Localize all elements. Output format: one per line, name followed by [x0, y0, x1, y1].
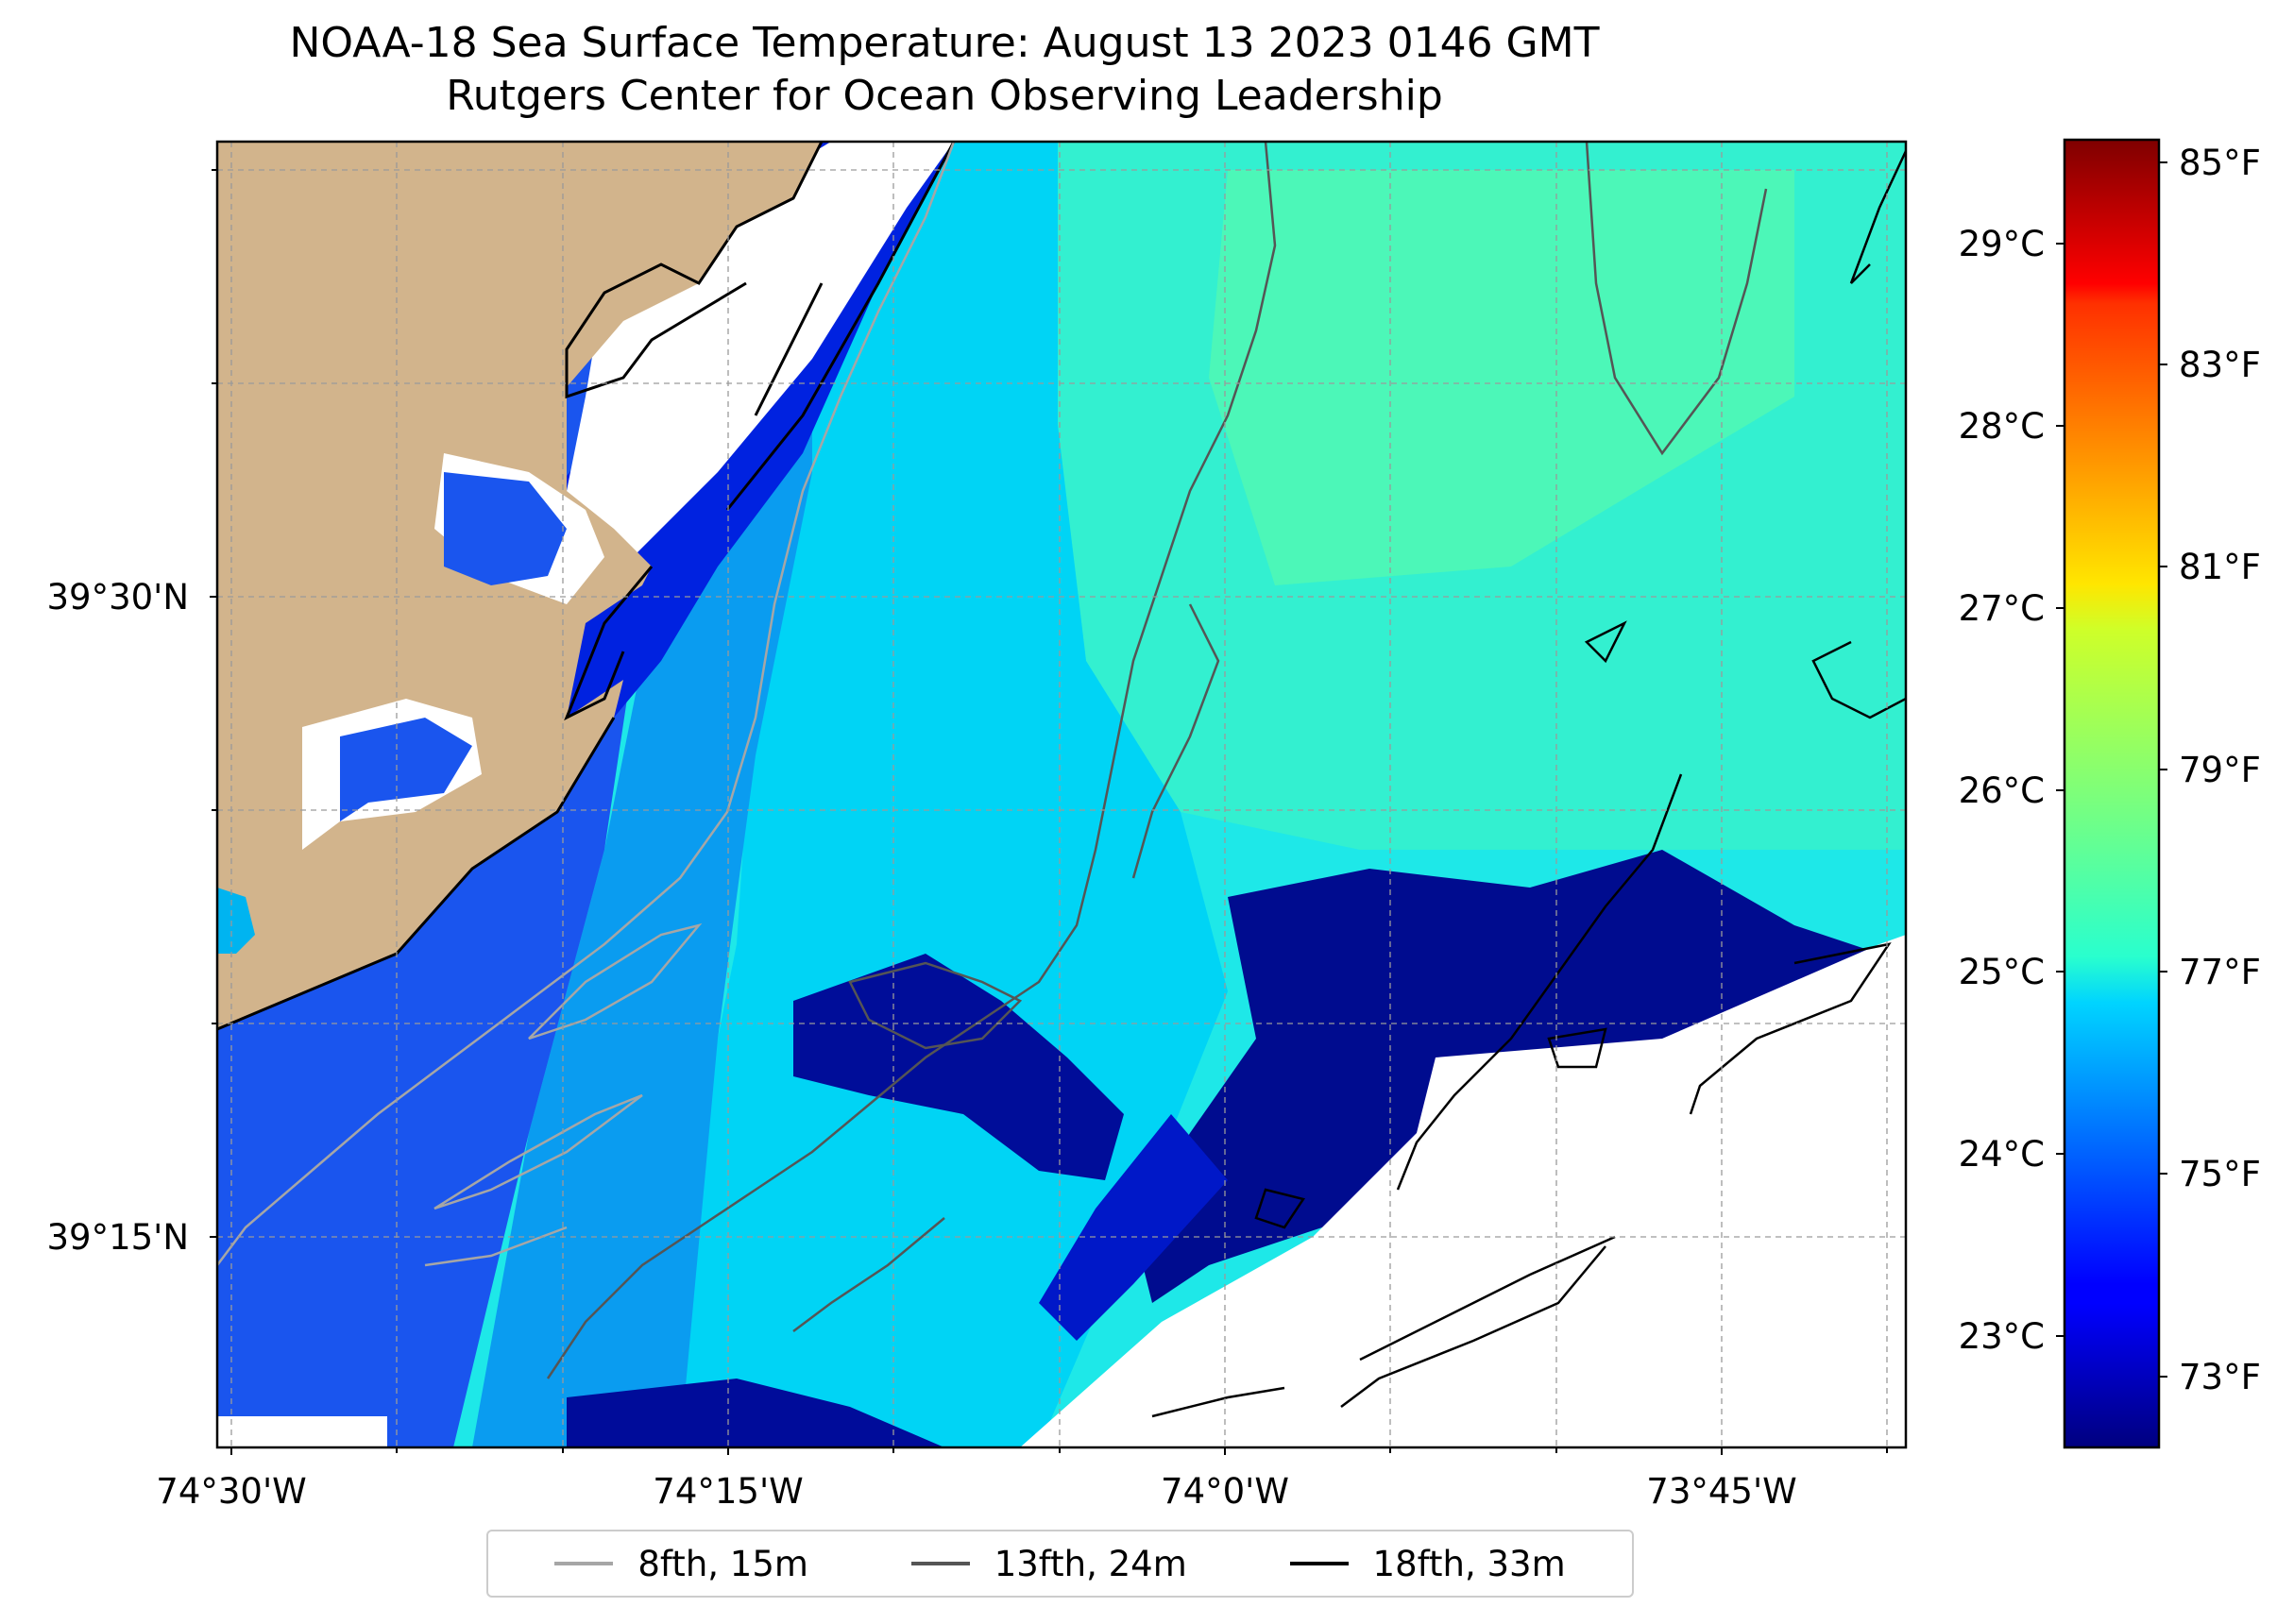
legend-swatch-13fth [910, 1562, 970, 1565]
isobath-18fth-se [1689, 942, 1892, 1115]
colorbar-f-label-79: 79°F [2179, 750, 2261, 790]
no-data-south-corner [217, 1416, 387, 1447]
chart-subtitle: Rutgers Center for Ocean Observing Leade… [446, 72, 1443, 120]
isobath-13fth-ridge [1131, 603, 1220, 879]
isobath-18fth-ne [1849, 150, 1906, 284]
colorbar-c-label-29: 29°C [1959, 224, 2045, 264]
isobath-13fth-shoal [848, 961, 1023, 1050]
colorbar-c-ticks [2056, 243, 2065, 1337]
colorbar-c-label-23: 23°C [1959, 1316, 2045, 1357]
colorbar-c-label-26: 26°C [1959, 770, 2045, 811]
isobath-18fth-knoll-1 [1584, 620, 1627, 664]
isobath-18fth-south-2 [1359, 1235, 1616, 1362]
legend-item-8fth: 8fth, 15m [554, 1544, 808, 1584]
ocean-navy-south [567, 1379, 944, 1447]
bay-sst-2 [340, 718, 472, 821]
colorbar-f-ticks [2159, 161, 2167, 1378]
barrier-island-line [725, 142, 956, 511]
colorbar-c-label-25: 25°C [1959, 952, 2045, 992]
isobath-13fth-south [792, 1217, 945, 1332]
colorbar [2063, 138, 2161, 1449]
legend-swatch-18fth [1289, 1562, 1349, 1565]
isobath-18fth [1396, 773, 1683, 1191]
chart-title: NOAA-18 Sea Surface Temperature: August … [289, 19, 1600, 67]
colorbar-f-label-75: 75°F [2179, 1154, 2261, 1194]
isobath-13fth-offshore [1585, 142, 1768, 456]
lat-label-1: 39°30'N [46, 577, 189, 617]
legend-label-8fth: 8fth, 15m [637, 1543, 808, 1584]
isobath-legend: 8fth, 15m 13fth, 24m 18fth, 33m [486, 1530, 1634, 1598]
coastline [217, 142, 824, 1031]
no-data-region [1020, 935, 1906, 1447]
cold-upwelling-mid [793, 954, 1124, 1180]
axis-ticks [210, 169, 1888, 1455]
isobath-8fth-shoal-2 [433, 1093, 643, 1210]
isobath-13fth [546, 142, 1277, 1379]
lon-label-3: 74°0'W [1161, 1471, 1289, 1512]
gridlines [217, 142, 1906, 1447]
colorbar-c-label-27: 27°C [1959, 588, 2045, 629]
isobath-18fth-knoll-2 [1547, 1027, 1607, 1069]
cold-upwelling-edge [1039, 1114, 1228, 1341]
legend-swatch-8fth [554, 1562, 614, 1565]
colorbar-f-label-81: 81°F [2179, 547, 2261, 587]
colorbar-f-label-85: 85°F [2179, 143, 2261, 183]
lon-label-2: 74°15'W [653, 1471, 803, 1512]
colorbar-f-label-83: 83°F [2179, 345, 2261, 385]
inlet-sst [217, 888, 255, 954]
colorbar-c-label-28: 28°C [1959, 406, 2045, 447]
isobath-8fth-shoal-1 [528, 922, 703, 1040]
isobath-18fth-knoll-3 [1254, 1188, 1306, 1229]
isobath-18fth-east [1811, 640, 1906, 719]
map-frame [215, 140, 1908, 1449]
legend-item-18fth: 18fth, 33m [1289, 1543, 1566, 1584]
isobath-18fth-south-3 [1151, 1386, 1285, 1418]
legend-label-13fth: 13fth, 24m [994, 1543, 1187, 1584]
isobath-8fth [217, 142, 956, 1266]
map-area [217, 142, 1906, 1447]
legend-label-18fth: 18fth, 33m [1372, 1543, 1566, 1584]
legend-item-13fth: 13fth, 24m [910, 1543, 1187, 1584]
ocean-warmest-patch [1209, 170, 1794, 585]
lon-label-4: 73°45'W [1646, 1471, 1796, 1512]
lat-label-2: 39°15'N [46, 1217, 189, 1258]
colorbar-f-label-77: 77°F [2179, 952, 2261, 992]
bay-sst-1 [444, 472, 567, 585]
isobath-18fth-south-1 [1340, 1245, 1606, 1408]
lon-label-1: 74°30'W [156, 1471, 306, 1512]
colorbar-f-label-73: 73°F [2179, 1357, 2261, 1397]
colorbar-c-label-24: 24°C [1959, 1134, 2045, 1175]
